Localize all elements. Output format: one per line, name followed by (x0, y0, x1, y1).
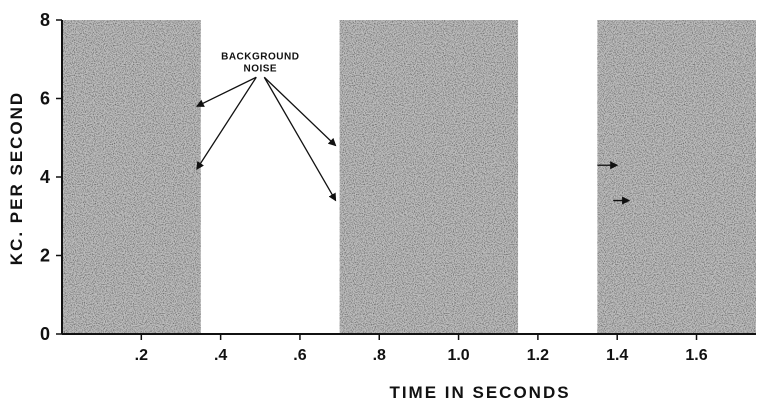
x-ticks: .2 .4 .6 .8 1.0 1.2 1.4 1.6 (135, 334, 708, 364)
y-tick-label: 8 (40, 10, 50, 30)
annotation-arrow (263, 76, 337, 147)
x-tick-label: 1.0 (447, 347, 469, 364)
x-tick-label: .2 (135, 347, 148, 364)
y-tick-label: 0 (40, 324, 50, 344)
x-tick-label: 1.6 (685, 347, 707, 364)
x-tick-label: 1.2 (527, 347, 549, 364)
y-axis-title: KC. PER SECOND (7, 91, 26, 265)
spectrogram-segment-3 (597, 20, 756, 334)
spectrogram-segment-2 (339, 20, 519, 334)
annotation-line-1: BACKGROUND (221, 51, 299, 62)
annotation-arrow (195, 76, 257, 107)
y-tick-label: 4 (40, 167, 50, 187)
annotation-line-2: NOISE (243, 63, 277, 74)
annotation-arrow (196, 76, 257, 170)
side-markers (597, 161, 631, 205)
y-tick-label: 2 (40, 246, 50, 266)
spectrogram-segment-1 (62, 20, 201, 334)
y-tick-label: 6 (40, 89, 50, 109)
annotation-arrow (263, 76, 337, 202)
x-axis-title: TIME IN SECONDS (389, 383, 570, 402)
x-tick-label: 1.4 (606, 347, 628, 364)
y-ticks: 0 2 4 6 8 (40, 10, 62, 344)
x-tick-label: .8 (373, 347, 386, 364)
spectrogram-panels (62, 20, 756, 334)
x-tick-label: .4 (214, 347, 227, 364)
x-tick-label: .6 (293, 347, 306, 364)
